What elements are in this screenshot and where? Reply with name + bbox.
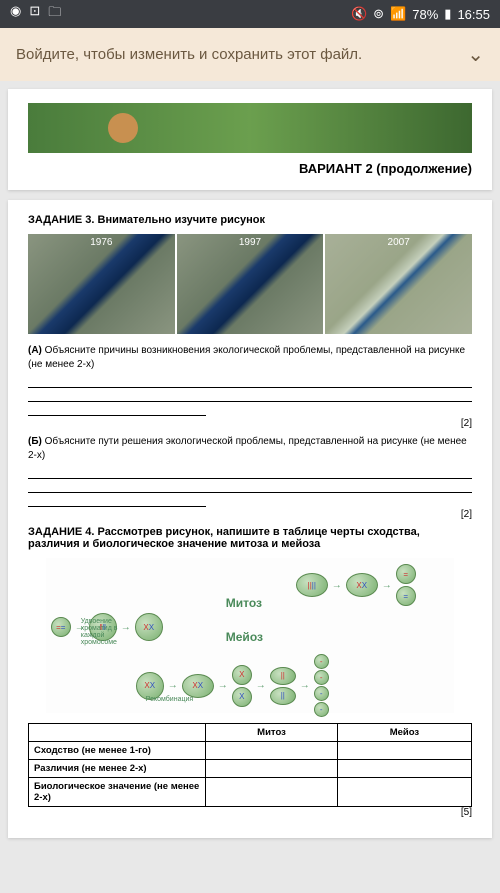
cell-icon: XX — [182, 674, 214, 698]
camera-icon: ◉ — [10, 3, 21, 25]
answer-line — [28, 481, 472, 493]
wifi-icon: ⊚ — [373, 6, 384, 22]
cell-empty — [337, 778, 471, 807]
row-differences: Различия (не менее 2-х) — [29, 760, 206, 778]
col-meiosis: Мейоз — [337, 724, 471, 742]
table-row: Биологическое значение (не менее 2-х) — [29, 778, 472, 807]
year-label: 2007 — [388, 237, 410, 248]
row-significance: Биологическое значение (не менее 2-х) — [29, 778, 206, 807]
answer-line — [28, 495, 206, 507]
page-tasks: ЗАДАНИЕ 3. Внимательно изучите рисунок 1… — [8, 200, 492, 838]
answer-line — [28, 467, 472, 479]
cell-icon: |||| — [296, 573, 328, 597]
battery-text: 78% — [412, 7, 438, 22]
empty-header — [29, 724, 206, 742]
arrow-icon: → — [168, 680, 178, 691]
clock: 16:55 — [457, 7, 490, 22]
recombination-label: Рекомбинация — [146, 696, 193, 703]
cell-icon: - — [314, 654, 329, 669]
arrow-icon: → — [218, 680, 228, 691]
instagram-icon: ⊡ — [29, 3, 40, 25]
signal-icon: 📶 — [390, 6, 406, 22]
table-header-row: Митоз Мейоз — [29, 724, 472, 742]
answer-line — [28, 376, 472, 388]
qa-label: (А) — [28, 345, 42, 356]
decorative-image — [28, 103, 472, 153]
duplication-label: Удвоение хроматид в каждой хромосоме — [81, 618, 136, 646]
table-row: Различия (не менее 2-х) — [29, 760, 472, 778]
cell-icon: X — [232, 687, 252, 707]
row-similarity: Сходство (не менее 1-го) — [29, 742, 206, 760]
mute-icon: 🔇 — [351, 6, 367, 22]
comparison-table: Митоз Мейоз Сходство (не менее 1-го) Раз… — [28, 723, 472, 807]
cell-empty — [337, 742, 471, 760]
folder-icon: 🗀 — [48, 3, 61, 25]
mitosis-label: Митоз — [226, 596, 262, 610]
cell-icon: XX — [346, 573, 378, 597]
table-row: Сходство (не менее 1-го) — [29, 742, 472, 760]
qb-label: (Б) — [28, 436, 42, 447]
document-viewport[interactable]: ВАРИАНТ 2 (продолжение) ЗАДАНИЕ 3. Внима… — [0, 81, 500, 893]
year-label: 1997 — [239, 237, 261, 248]
cell-icon: XX — [135, 613, 163, 641]
battery-icon: ▮ — [444, 6, 451, 22]
sat-2007: 2007 — [325, 234, 472, 334]
question-a: (А) Объясните причины возникновения экол… — [28, 344, 472, 372]
question-b: (Б) Объясните пути решения экологической… — [28, 435, 472, 463]
cell-icon: X — [232, 665, 252, 685]
cell-empty — [206, 742, 338, 760]
sat-1976: 1976 — [28, 234, 175, 334]
cell-icon: - — [314, 702, 329, 717]
chevron-down-icon[interactable]: ⌄ — [467, 42, 484, 67]
satellite-images: 1976 1997 2007 — [28, 234, 472, 334]
variant-title: ВАРИАНТ 2 (продолжение) — [28, 161, 472, 176]
points-task4: [5] — [28, 807, 472, 818]
answer-line — [28, 390, 472, 402]
cell-empty — [206, 778, 338, 807]
arrow-icon: → — [256, 680, 266, 691]
page-fragment-top: ВАРИАНТ 2 (продолжение) — [8, 89, 492, 190]
cell-icon: = — [396, 586, 416, 606]
status-bar: ◉ ⊡ 🗀 🔇 ⊚ 📶 78% ▮ 16:55 — [0, 0, 500, 28]
task3-title: ЗАДАНИЕ 3. Внимательно изучите рисунок — [28, 214, 472, 226]
mitosis-meiosis-diagram: |||| → XX → = = Митоз == → ‖‖ → XX Удвое… — [46, 558, 454, 713]
task4-title: ЗАДАНИЕ 4. Рассмотрев рисунок, напишите … — [28, 526, 472, 550]
cell-icon: || — [270, 687, 296, 705]
qa-text: Объясните причины возникновения экологич… — [28, 345, 465, 370]
points-a: [2] — [28, 418, 472, 429]
cell-empty — [206, 760, 338, 778]
cell-empty — [337, 760, 471, 778]
points-b: [2] — [28, 509, 472, 520]
cell-icon: = — [396, 564, 416, 584]
cell-icon: - — [314, 686, 329, 701]
login-banner[interactable]: Войдите, чтобы изменить и сохранить этот… — [0, 28, 500, 81]
year-label: 1976 — [90, 237, 112, 248]
meiosis-label: Мейоз — [226, 630, 263, 644]
qb-text: Объясните пути решения экологической про… — [28, 436, 467, 461]
col-mitosis: Митоз — [206, 724, 338, 742]
cell-icon: - — [314, 670, 329, 685]
cell-icon: || — [270, 667, 296, 685]
cell-icon: == — [51, 617, 71, 637]
arrow-icon: → — [332, 580, 342, 591]
sat-1997: 1997 — [177, 234, 324, 334]
arrow-icon: → — [382, 580, 392, 591]
answer-line — [28, 404, 206, 416]
arrow-icon: → — [300, 680, 310, 691]
banner-text: Войдите, чтобы изменить и сохранить этот… — [16, 46, 362, 63]
